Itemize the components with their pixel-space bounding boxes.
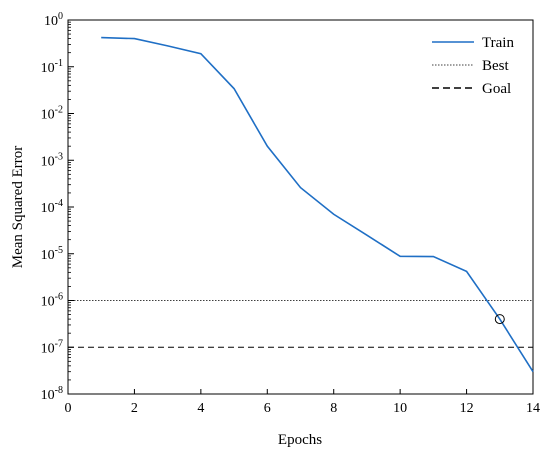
legend-train-label: Train — [482, 35, 514, 51]
x-tick-label: 14 — [526, 401, 540, 416]
legend: Train Best Goal — [432, 35, 514, 97]
x-tick-label: 12 — [460, 401, 474, 416]
best-point-marker — [494, 314, 505, 325]
y-tick-label: 10-6 — [41, 292, 63, 310]
x-axis-ticks: 0 2 4 6 8 10 12 14 — [65, 389, 540, 416]
y-tick-label: 10-3 — [41, 151, 63, 169]
y-axis-label: Mean Squared Error — [10, 146, 26, 268]
plot-frame — [67, 19, 534, 395]
x-axis-label: Epochs — [278, 432, 322, 448]
y-tick-label: 10-1 — [41, 58, 63, 76]
legend-best-label: Best — [482, 58, 510, 74]
y-tick-label: 10-2 — [41, 105, 63, 123]
x-tick-label: 10 — [393, 401, 407, 416]
train-series-line — [101, 36, 534, 373]
y-tick-label: 10-5 — [41, 245, 63, 263]
x-tick-label: 8 — [330, 401, 337, 416]
y-axis-ticks: 100 10-1 10-2 10-3 10-4 10-5 10-6 10-7 10-8 — [41, 11, 74, 403]
x-tick-label: 4 — [197, 401, 204, 416]
x-tick-label: 6 — [264, 401, 271, 416]
legend-goal-label: Goal — [482, 81, 511, 97]
x-tick-label: 0 — [65, 401, 72, 416]
plot-area: 0 2 4 6 8 10 12 14 10010-110-210-310-410-510-61… — [41, 11, 540, 416]
y-tick-label: 100 — [44, 11, 63, 29]
y-tick-label: 10-7 — [41, 338, 63, 356]
y-tick-label: 10-8 — [41, 385, 63, 403]
x-tick-label: 2 — [131, 401, 138, 416]
y-tick-label: 10-4 — [41, 198, 63, 216]
